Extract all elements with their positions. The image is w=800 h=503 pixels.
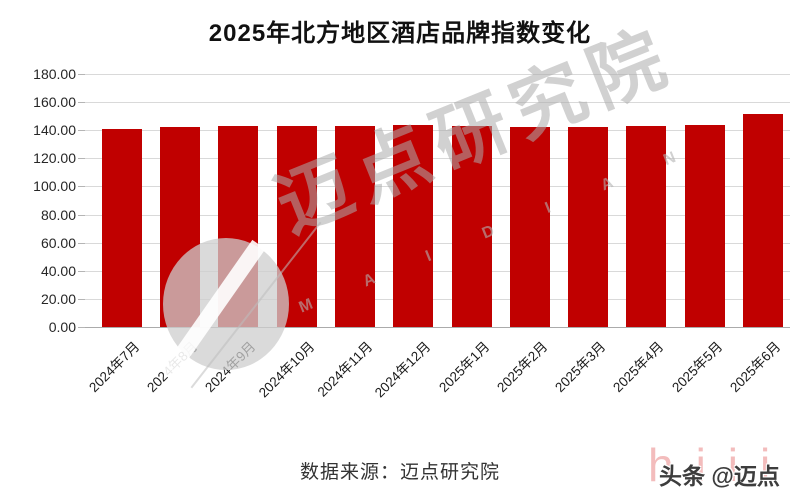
y-axis-tick-label: 120.00	[33, 150, 76, 167]
y-axis-tick-label: 60.00	[40, 234, 76, 251]
y-axis-tick-label: 40.00	[40, 262, 76, 279]
y-tick-mark	[78, 186, 85, 188]
gridline	[85, 242, 790, 244]
gridline	[85, 270, 790, 272]
y-axis-tick-label: 100.00	[33, 178, 76, 195]
y-axis-tick-label: 180.00	[33, 66, 76, 82]
bar-2024年12月	[393, 124, 434, 327]
y-axis-tick-label: 160.00	[33, 94, 76, 111]
y-tick-mark	[78, 242, 85, 244]
x-axis-tick-label: 2024年11月	[314, 338, 376, 400]
y-axis-tick-label: 0.00	[48, 319, 76, 335]
bar-2024年7月	[101, 128, 142, 327]
y-tick-mark	[78, 130, 85, 132]
y-tick-mark	[78, 327, 85, 328]
y-tick-mark	[78, 298, 85, 300]
y-axis-tick-label: 140.00	[33, 122, 76, 139]
bar-2024年9月	[218, 125, 259, 327]
bar-2024年10月	[276, 126, 317, 327]
x-axis-tick-label: 2025年6月	[727, 338, 784, 396]
x-axis-tick-label: 2024年10月	[255, 338, 318, 401]
y-tick-mark	[78, 214, 85, 216]
x-axis-tick-label: 2025年4月	[610, 338, 667, 396]
gridline	[85, 158, 790, 160]
bar-2025年6月	[743, 114, 783, 327]
pink-signature-watermark: hiii	[648, 439, 793, 491]
chart-title: 2025年北方地区酒店品牌指数变化	[208, 20, 592, 47]
x-axis-tick-label: 2025年5月	[668, 338, 726, 396]
x-axis-tick-label: 2025年3月	[552, 338, 609, 396]
gridline	[85, 186, 790, 188]
x-axis-line	[85, 327, 790, 328]
toutiao-attribution: 头条 @迈点	[659, 463, 780, 489]
gridline	[85, 298, 790, 300]
x-axis-tick-label: 2025年2月	[493, 338, 551, 396]
bar-2025年2月	[509, 126, 550, 327]
bar-2025年4月	[626, 126, 667, 327]
y-tick-mark	[78, 158, 85, 160]
x-axis-tick-label: 2024年9月	[202, 338, 259, 396]
bar-2024年11月	[334, 125, 375, 327]
y-tick-mark	[78, 102, 85, 104]
y-tick-mark	[78, 74, 85, 75]
bar-2025年3月	[568, 126, 609, 327]
gridline	[85, 74, 790, 75]
bar-2024年8月	[160, 127, 200, 327]
y-tick-mark	[78, 270, 85, 272]
y-axis-tick-label: 20.00	[40, 290, 76, 307]
gridline	[85, 214, 790, 216]
x-axis-tick-label: 2024年12月	[372, 338, 434, 401]
y-axis-tick-label: 80.00	[40, 206, 76, 223]
gridline	[85, 102, 790, 104]
gridline	[85, 130, 790, 132]
bar-2025年5月	[684, 125, 725, 327]
x-axis-tick-label: 2024年8月	[144, 338, 201, 396]
x-axis-tick-label: 2025年1月	[435, 338, 492, 396]
data-source-note: 数据来源：迈点研究院	[299, 462, 500, 483]
bar-2025年1月	[451, 126, 492, 327]
x-axis-tick-label: 2024年7月	[85, 338, 143, 396]
